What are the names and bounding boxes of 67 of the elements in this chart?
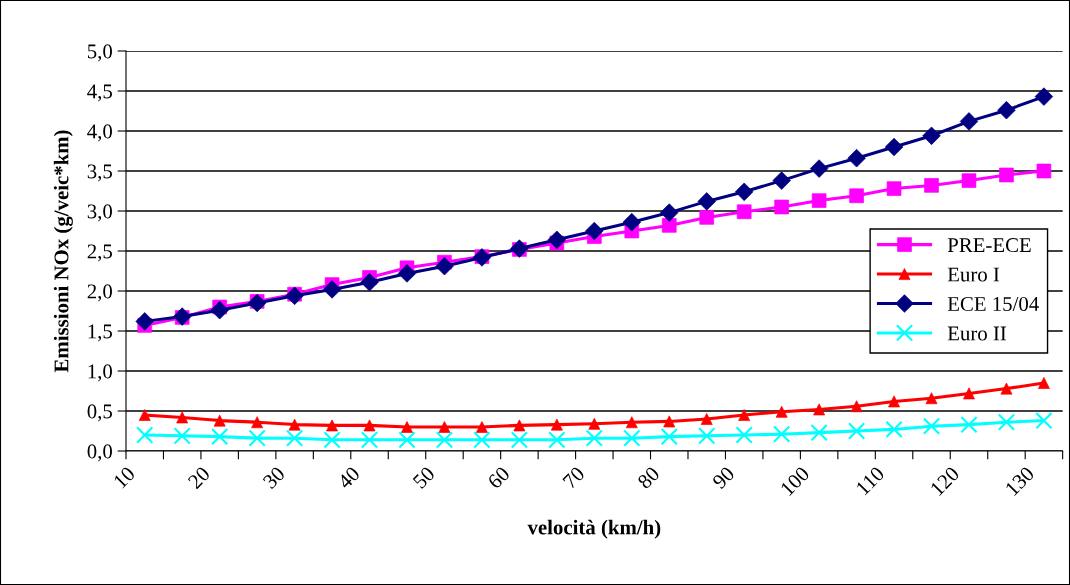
- point: [548, 431, 566, 449]
- x-tick-label: 30: [262, 465, 286, 490]
- point: [248, 429, 266, 447]
- point: [435, 257, 454, 276]
- legend-label: ECE 15/04: [947, 296, 1039, 311]
- x-tick-label: 50: [412, 465, 436, 490]
- x-tick-label: 60: [486, 465, 511, 490]
- point: [510, 431, 529, 449]
- point: [1036, 163, 1052, 179]
- y-tick-label: 4,0: [87, 124, 113, 142]
- point: [772, 425, 791, 443]
- point: [360, 431, 379, 449]
- y-tick-label: 1,0: [88, 364, 113, 382]
- point: [285, 429, 304, 447]
- legend-label: PRE-ECE: [947, 238, 1031, 253]
- point: [323, 431, 341, 449]
- x-tick-label: 20: [187, 465, 211, 490]
- point: [959, 112, 979, 131]
- point: [997, 101, 1016, 120]
- y-tick-label: 2,0: [87, 284, 113, 302]
- point: [623, 429, 641, 447]
- x-tick-label: 40: [336, 465, 361, 490]
- x-tick-label: 100: [780, 465, 811, 497]
- point: [810, 423, 828, 442]
- point: [585, 429, 603, 447]
- point: [210, 427, 229, 446]
- point: [961, 173, 977, 188]
- point: [847, 422, 866, 440]
- point: [811, 193, 827, 208]
- y-tick-label: 5,0: [87, 44, 113, 62]
- x-tick-label: 120: [929, 465, 961, 497]
- y-tick-label: 3,5: [87, 164, 112, 182]
- point: [473, 431, 491, 449]
- point: [922, 126, 941, 145]
- y-tick-label: 4,5: [87, 84, 112, 102]
- y-tick-label: 3,0: [87, 204, 113, 222]
- x-tick-label: 110: [855, 465, 886, 496]
- point: [660, 427, 678, 446]
- point: [401, 421, 413, 433]
- y-tick-label: 1,5: [88, 324, 112, 342]
- point: [774, 199, 789, 215]
- point: [435, 431, 454, 449]
- point: [699, 210, 715, 225]
- y-axis-title: Emissioni NOx (g/veic*km): [53, 130, 73, 373]
- point: [960, 415, 978, 434]
- point: [997, 413, 1016, 431]
- x-axis-title: velocità (km/h): [527, 519, 661, 539]
- x-tick-label: 10: [112, 465, 136, 489]
- y-tick-label: 0,5: [87, 404, 112, 422]
- legend-label: Euro II: [947, 326, 1007, 341]
- x-tick-label: 70: [562, 465, 586, 490]
- point: [173, 427, 191, 445]
- point: [1035, 411, 1053, 430]
- y-tick-label: 0,0: [87, 444, 113, 462]
- point: [698, 427, 716, 445]
- point: [136, 426, 154, 444]
- x-tick-label: 130: [1004, 465, 1035, 497]
- y-tick-label: 2,5: [87, 244, 112, 262]
- legend-label: Euro I: [947, 267, 1000, 282]
- point: [322, 280, 342, 299]
- x-tick-label: 90: [711, 465, 736, 490]
- point: [922, 417, 941, 435]
- point: [735, 426, 753, 444]
- point: [885, 420, 903, 439]
- x-tick-label: 80: [636, 465, 661, 490]
- point: [1034, 87, 1054, 106]
- point: [398, 431, 416, 449]
